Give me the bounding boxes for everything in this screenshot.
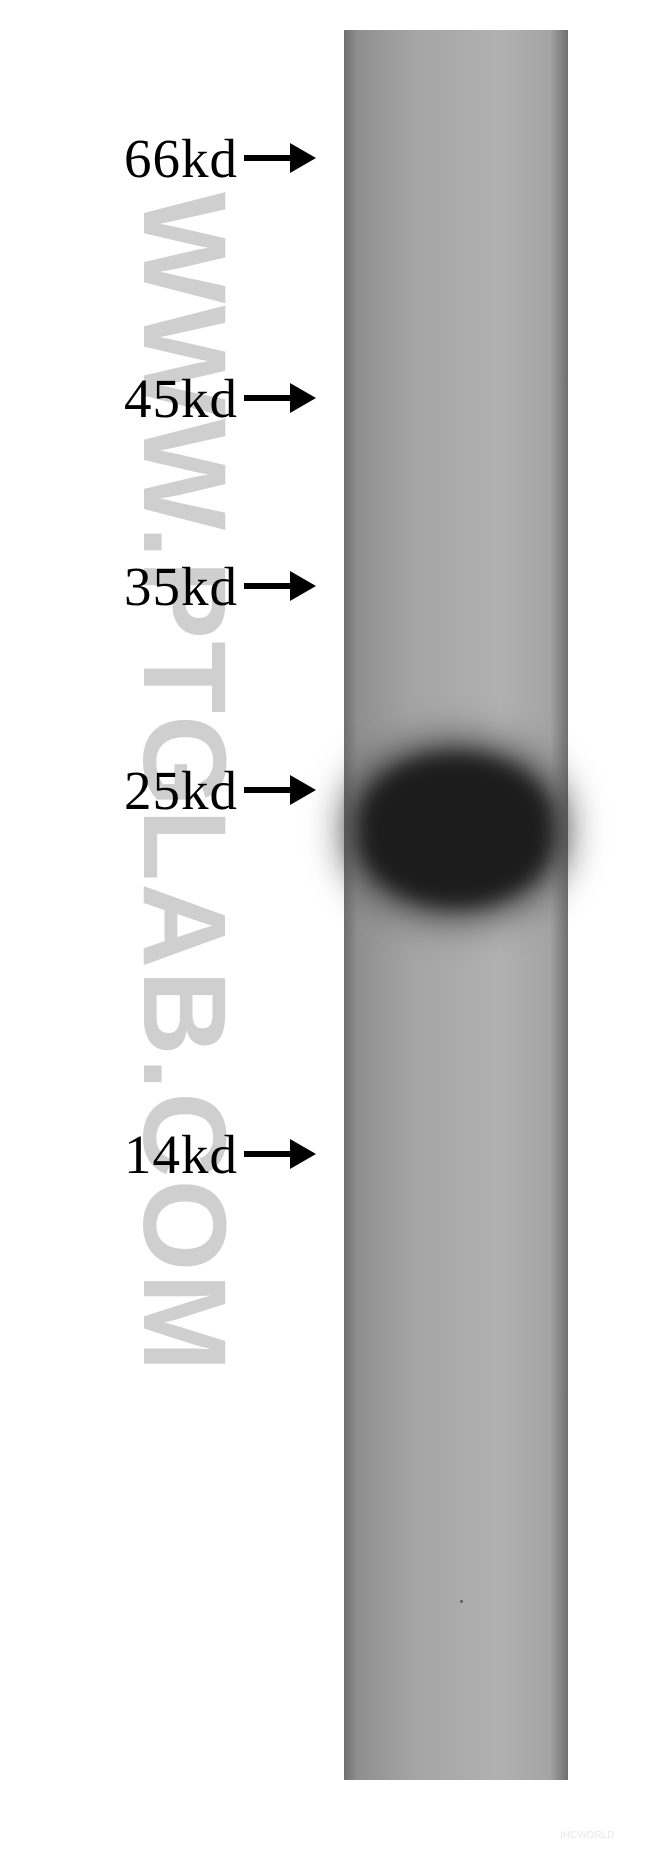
- mw-marker: 14kd: [0, 1122, 316, 1186]
- arrow-right-icon: [244, 570, 316, 602]
- blot-lane: [344, 30, 568, 1780]
- mw-marker-label: 14kd: [124, 1123, 238, 1186]
- blot-canvas: WWW.PTGLAB.COM 66kd45kd35kd25kd14kd IHCW…: [0, 0, 650, 1855]
- arrow-right-icon: [244, 142, 316, 174]
- arrow-right-icon: [244, 1138, 316, 1170]
- mw-marker: 66kd: [0, 126, 316, 190]
- arrow-right-icon: [244, 774, 316, 806]
- lane-speck: [460, 1600, 463, 1603]
- protein-band: [361, 755, 551, 905]
- mw-marker-label: 66kd: [124, 127, 238, 190]
- mw-marker: 25kd: [0, 758, 316, 822]
- attribution-text: IHCWORLD: [560, 1830, 614, 1841]
- mw-marker-label: 35kd: [124, 555, 238, 618]
- mw-marker-label: 45kd: [124, 367, 238, 430]
- arrow-right-icon: [244, 382, 316, 414]
- mw-marker: 35kd: [0, 554, 316, 618]
- mw-marker-label: 25kd: [124, 759, 238, 822]
- mw-marker: 45kd: [0, 366, 316, 430]
